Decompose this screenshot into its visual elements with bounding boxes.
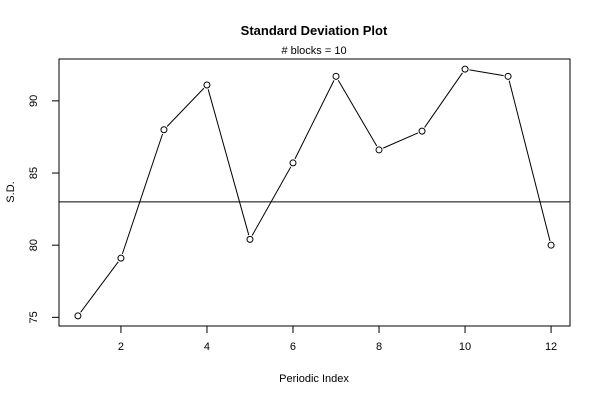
data-point (246, 235, 254, 243)
x-axis-label: Periodic Index (279, 373, 349, 385)
series-segment (337, 79, 378, 147)
y-tick-label: 75 (28, 311, 40, 323)
series-segment (508, 80, 551, 241)
data-point (117, 254, 125, 262)
x-tick-label: 2 (118, 341, 124, 353)
data-point (332, 72, 340, 80)
chart-subtitle: # blocks = 10 (281, 45, 346, 57)
data-point (418, 127, 426, 135)
y-axis-label: S.D. (5, 181, 17, 202)
data-point (160, 126, 168, 134)
y-axis: 75 80 85 90 (28, 95, 60, 323)
x-axis: 2 4 6 8 10 12 (118, 325, 557, 353)
series-segment (424, 72, 463, 128)
y-tick-label: 85 (28, 167, 40, 179)
series-segment (469, 69, 504, 77)
series-segment (166, 87, 205, 127)
series-segment (251, 166, 292, 236)
series-segment (207, 89, 250, 236)
data-point (289, 159, 297, 167)
plot-frame (58, 58, 571, 327)
y-tick-label: 90 (28, 95, 40, 107)
x-tick-label: 8 (376, 341, 382, 353)
series-segment (121, 133, 163, 255)
y-tick-label: 80 (28, 239, 40, 251)
series-segment (294, 80, 335, 160)
data-point (504, 72, 512, 80)
series-sd (74, 65, 555, 320)
series-segment (382, 132, 419, 149)
data-point (74, 312, 82, 320)
x-tick-label: 10 (459, 341, 471, 353)
data-point (461, 65, 469, 73)
data-point (375, 146, 383, 154)
x-tick-label: 4 (204, 341, 210, 353)
x-tick-label: 6 (290, 341, 296, 353)
x-tick-label: 12 (545, 341, 557, 353)
chart-title: Standard Deviation Plot (241, 23, 388, 38)
series-segment (80, 261, 119, 313)
data-point (203, 81, 211, 89)
data-point (547, 241, 555, 249)
